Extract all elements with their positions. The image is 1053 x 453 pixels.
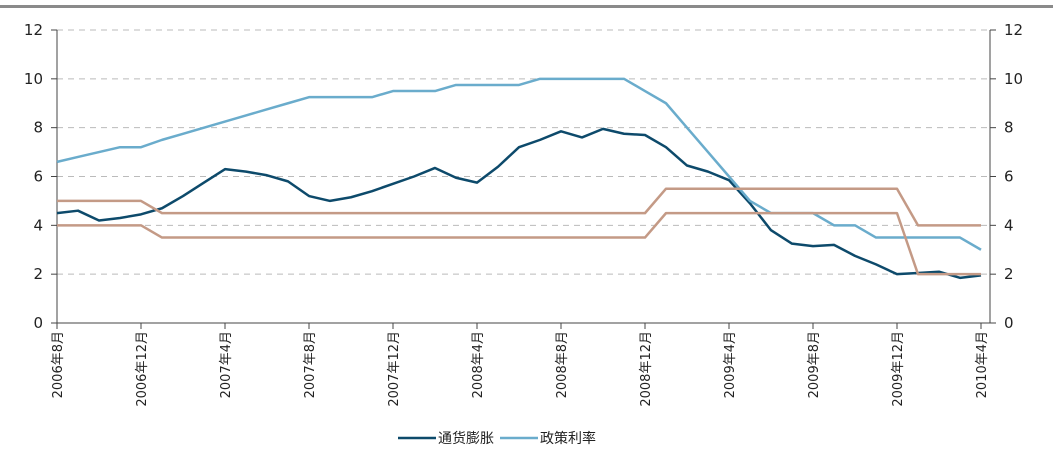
- y2-tick-label: 2: [1004, 265, 1014, 283]
- x-tick-label: 2010年4月: [975, 331, 990, 398]
- x-tick-label: 2007年4月: [219, 331, 234, 398]
- y-tick-label: 0: [33, 314, 43, 332]
- y2-tick-label: 6: [1004, 168, 1014, 186]
- legend-label: 通货膨胀: [438, 430, 494, 447]
- y-tick-label: 12: [24, 21, 43, 39]
- y-tick-label: 6: [33, 168, 43, 186]
- y2-tick-label: 4: [1004, 216, 1014, 234]
- y2-tick-label: 12: [1004, 21, 1023, 39]
- y-tick-label: 2: [33, 265, 43, 283]
- x-tick-label: 2007年12月: [387, 331, 402, 407]
- y2-tick-label: 10: [1004, 70, 1023, 88]
- x-tick-label: 2006年8月: [51, 331, 66, 398]
- x-tick-label: 2008年4月: [471, 331, 486, 398]
- x-tick-label: 2007年8月: [303, 331, 318, 398]
- series-line: [57, 187, 981, 227]
- series-line: [57, 211, 981, 276]
- x-tick-label: 2009年12月: [891, 331, 906, 407]
- x-tick-label: 2006年12月: [135, 331, 150, 407]
- x-tick-label: 2009年4月: [723, 331, 738, 398]
- series-line: [56, 127, 982, 280]
- x-tick-label: 2008年12月: [639, 331, 654, 407]
- x-tick-label: 2008年8月: [555, 331, 570, 398]
- y2-tick-label: 8: [1004, 119, 1014, 137]
- y-tick-label: 4: [33, 216, 43, 234]
- series-line: [56, 77, 982, 251]
- x-tick-label: 2009年8月: [807, 331, 822, 398]
- legend-label: 政策利率: [540, 430, 596, 447]
- y2-tick-label: 0: [1004, 314, 1014, 332]
- y-tick-label: 8: [33, 119, 43, 137]
- header-rule: [0, 5, 1053, 8]
- y-tick-label: 10: [24, 70, 43, 88]
